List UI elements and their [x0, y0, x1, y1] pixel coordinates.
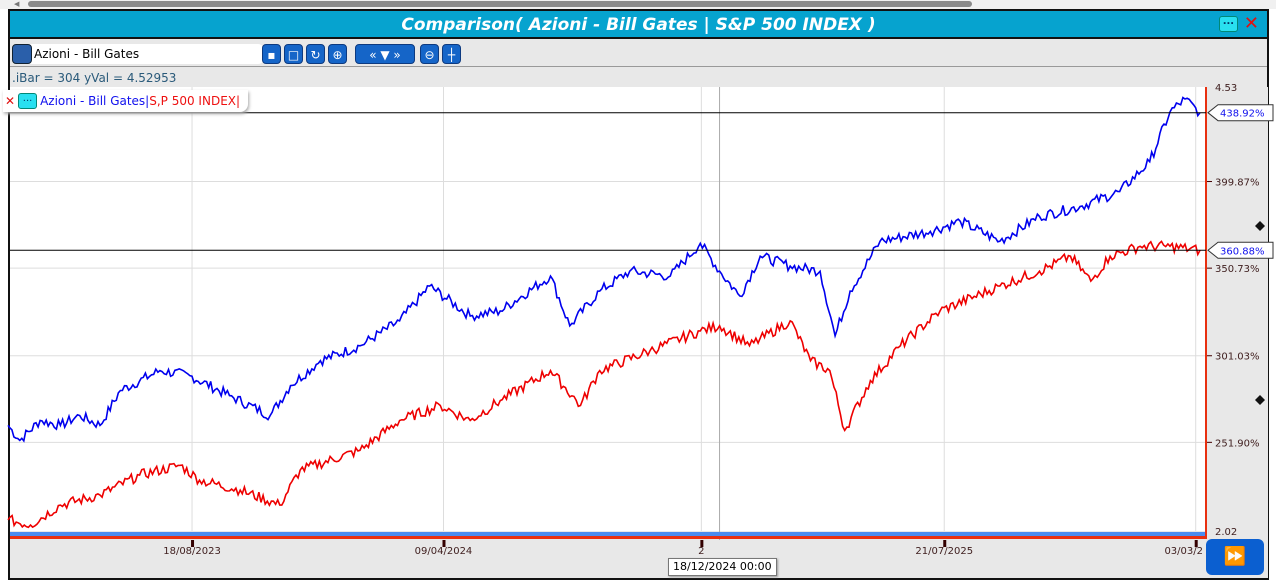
- series-line-2: [7, 240, 1201, 529]
- fast-forward-icon: ⏩: [1223, 546, 1247, 567]
- volume-strip: [10, 532, 1206, 536]
- last-value-label: 438.92%: [1220, 109, 1265, 120]
- y-tick-label: 350.73%: [1215, 264, 1260, 275]
- zoom-in-button[interactable]: ⊕: [328, 44, 347, 64]
- x-tick-label: 03/03/2: [1164, 546, 1203, 557]
- series-line-1: [7, 96, 1201, 443]
- last-value-label: 360.88%: [1220, 246, 1265, 257]
- list-icon[interactable]: [12, 44, 32, 64]
- crosshair-date-tooltip: 18/12/2024 00:00: [668, 558, 777, 576]
- title-bar: Comparison( Azioni - Bill Gates | S&P 50…: [10, 11, 1267, 39]
- diamond-marker: [1255, 395, 1265, 405]
- refresh-button[interactable]: ↻: [306, 44, 325, 64]
- x-tick-label: 18/08/2023: [163, 546, 221, 557]
- y-top-label: 4.53: [1215, 83, 1237, 94]
- y-tick-label: 399.87%: [1215, 178, 1260, 189]
- legend-menu-button[interactable]: ...: [18, 93, 38, 109]
- symbol-label: Azioni - Bill Gates: [34, 47, 140, 61]
- horizontal-scrollbar[interactable]: ◀: [0, 0, 1276, 9]
- navigation-button[interactable]: « ▼ »: [355, 44, 415, 64]
- crosshair-button[interactable]: ┼: [442, 44, 461, 64]
- crosshair-icon: ┼: [447, 48, 456, 62]
- legend-series-2[interactable]: S,P 500 INDEX|: [149, 94, 241, 108]
- x-tick-label: 21/07/2025: [915, 546, 973, 557]
- x-axis-panel: [10, 540, 1268, 578]
- close-window-button[interactable]: ✕: [1243, 13, 1259, 34]
- fast-forward-button[interactable]: ⏩: [1206, 539, 1264, 575]
- x-tick-label: 09/04/2024: [415, 546, 473, 557]
- legend-series-1[interactable]: Azioni - Bill Gates|: [40, 94, 150, 108]
- x-axis-line: [10, 536, 1206, 539]
- x-tick: [700, 540, 704, 547]
- scrollbar-thumb[interactable]: [28, 1, 972, 7]
- symbol-selector[interactable]: Azioni - Bill Gates: [12, 44, 264, 64]
- save-button[interactable]: ▪: [262, 44, 281, 64]
- window-title: Comparison( Azioni - Bill Gates | S&P 50…: [401, 15, 876, 35]
- zoom-out-button[interactable]: ⊖: [420, 44, 439, 64]
- y-tick-label: 251.90%: [1215, 438, 1260, 449]
- zoom-in-icon: ⊕: [332, 48, 343, 62]
- x-tick: [191, 540, 195, 547]
- last-value-tag: [1207, 241, 1274, 259]
- scroll-left-icon[interactable]: ◀: [14, 0, 20, 8]
- window-menu-button[interactable]: ...: [1218, 16, 1238, 32]
- plot-area: [10, 87, 1206, 531]
- save-icon: ▪: [267, 48, 276, 62]
- toolbar: Azioni - Bill Gates ▪ □ ↻ ⊕ « ▼ » ⊖ ┼: [10, 41, 1267, 67]
- legend: ✕ ... Azioni - Bill Gates| S,P 500 INDEX…: [3, 90, 249, 112]
- y-axis-panel: [1206, 87, 1268, 541]
- y-bottom-label: 2.02: [1215, 527, 1237, 538]
- x-tick: [442, 540, 446, 547]
- legend-close-button[interactable]: ✕: [5, 94, 16, 108]
- x-tick: [943, 540, 947, 547]
- x-tick: [1194, 540, 1198, 547]
- last-value-tag: [1207, 104, 1274, 122]
- refresh-icon: ↻: [310, 48, 321, 62]
- x-tick-label: 2: [698, 546, 704, 557]
- diamond-marker: [1255, 221, 1265, 231]
- window-button[interactable]: □: [284, 44, 303, 64]
- y-tick-label: 301.03%: [1215, 352, 1260, 363]
- zoom-out-icon: ⊖: [424, 48, 435, 62]
- square-icon: □: [287, 48, 300, 62]
